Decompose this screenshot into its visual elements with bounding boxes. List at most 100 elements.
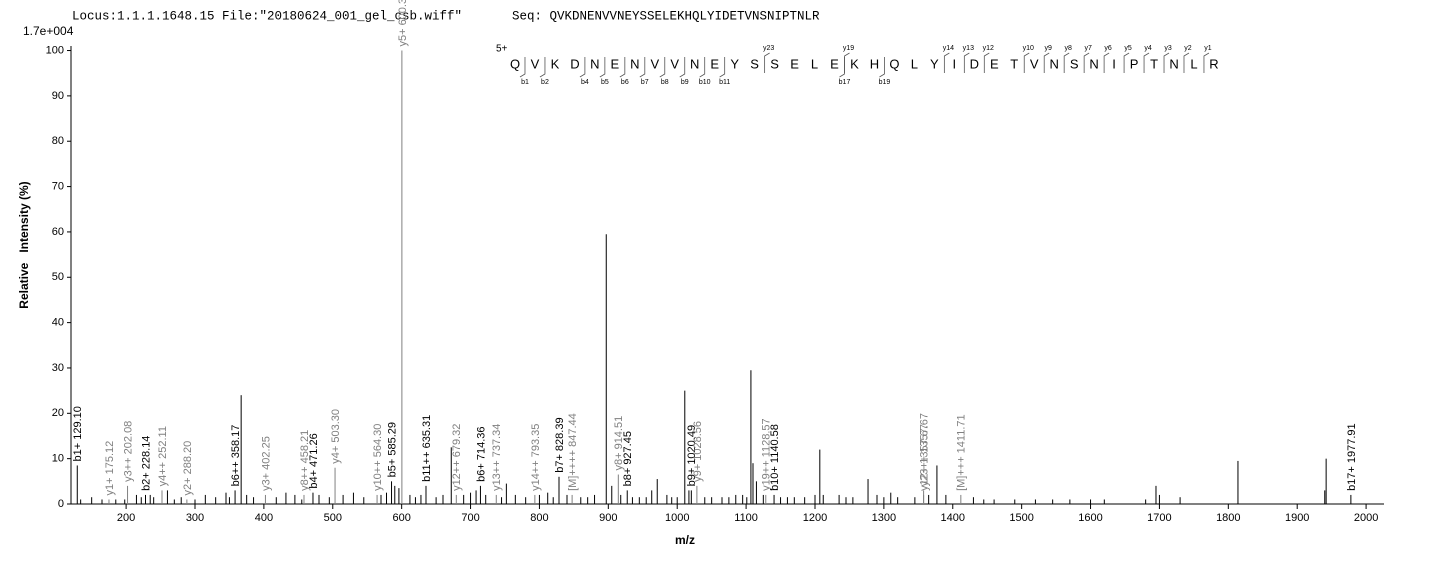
b-ion-marker <box>579 57 586 78</box>
y-tick-label: 80 <box>52 135 64 147</box>
peak-label: y1+ 175.12 <box>104 441 116 496</box>
y-ion-marker <box>764 52 770 73</box>
residue: K <box>850 56 859 71</box>
y-tick-label: 10 <box>52 453 64 465</box>
y-tick-label: 50 <box>52 271 64 283</box>
residue: N <box>690 56 699 71</box>
b-ion-label: b6 <box>621 79 629 86</box>
b-ion-label: b10 <box>699 79 711 86</box>
peak-label: y5+ 600.33 <box>397 0 409 47</box>
b-ion-label: b4 <box>581 79 589 86</box>
y-axis-label: Relative Intensity (%) <box>17 181 31 308</box>
peak-label: y13++ 737.34 <box>491 424 503 491</box>
peak-label: y2+ 288.20 <box>182 441 194 496</box>
x-tick-label: 1200 <box>803 512 827 524</box>
y-ion-marker <box>1043 52 1050 73</box>
x-tick-label: 1100 <box>734 512 758 524</box>
peak-label: y3++ 202.08 <box>122 421 134 482</box>
peak-label: b2+ 228.14 <box>140 436 152 491</box>
y-ion-label: y7 <box>1084 45 1092 52</box>
residue: S <box>1070 56 1079 71</box>
b-ion-marker <box>599 57 606 78</box>
peak-label: b8+ 927.45 <box>622 431 634 486</box>
peak-label: b5+ 585.29 <box>386 422 398 477</box>
x-tick-label: 200 <box>117 512 135 524</box>
y-tick-label: 0 <box>58 498 64 510</box>
residue: P <box>1130 56 1139 71</box>
residue: Y <box>930 56 939 71</box>
residue: E <box>611 56 620 71</box>
residue: N <box>590 56 599 71</box>
x-tick-label: 1900 <box>1285 512 1309 524</box>
residue: N <box>1089 56 1098 71</box>
residue: V <box>1030 56 1039 71</box>
b-ion-label: b17 <box>839 79 851 86</box>
y-tick-label: 40 <box>52 317 64 329</box>
peak-label: b17+ 1977.91 <box>1346 423 1358 491</box>
x-axis-label: m/z <box>675 533 695 547</box>
residue: E <box>790 56 799 71</box>
y-ion-marker <box>1083 52 1090 73</box>
peak-label: b9+ 1020.49 <box>686 425 698 486</box>
residue: K <box>551 56 560 71</box>
b-ion-label: b19 <box>879 79 891 86</box>
peak-label: b10+ 1140.58 <box>769 424 781 491</box>
peak-label: b7+ 828.39 <box>554 417 566 472</box>
y-ion-marker <box>983 52 990 73</box>
peak-label: y12++ 679.32 <box>451 424 463 491</box>
y-ion-marker <box>1143 52 1150 73</box>
peak-label: y9+ 1028.56 <box>692 421 704 482</box>
y-ion-label: y5 <box>1124 45 1132 52</box>
residue: D <box>970 56 979 71</box>
y-ion-label: y10 <box>1023 45 1034 52</box>
x-tick-label: 2000 <box>1354 512 1378 524</box>
x-tick-label: 600 <box>392 512 410 524</box>
b-ion-label: b5 <box>601 79 609 86</box>
y-ion-label: y23 <box>763 45 774 52</box>
peak-label: b6++ 358.17 <box>230 425 242 487</box>
peak-label: y8+ 914.51 <box>613 416 625 471</box>
x-tick-label: 1600 <box>1078 512 1102 524</box>
residue: Q <box>889 56 899 71</box>
residue: S <box>770 56 779 71</box>
b-ion-label: b9 <box>681 79 689 86</box>
y-ion-label: y19 <box>843 45 854 52</box>
peak-label: y12+ 1357.67 <box>919 424 931 491</box>
y-tick-label: 30 <box>52 362 64 374</box>
chart-title: Locus:1.1.1.1648.15 File:"20180624_001_g… <box>72 9 462 23</box>
b-ion-marker <box>879 57 885 78</box>
y-tick-label: 20 <box>52 407 64 419</box>
b-ion-marker <box>839 57 845 78</box>
b-ion-label: b11 <box>719 79 730 86</box>
b-ion-label: b7 <box>641 79 649 86</box>
residue: N <box>1049 56 1058 71</box>
peak-label: y3+ 402.25 <box>260 436 272 491</box>
residue: D <box>570 56 579 71</box>
b-ion-marker <box>539 57 546 78</box>
b-ion-label: b2 <box>541 79 549 86</box>
residue: V <box>670 56 679 71</box>
peak-label: y19++ 1128.57 <box>761 418 773 491</box>
residue: Q <box>510 56 520 71</box>
charge-label: 5+ <box>496 44 508 55</box>
y-ion-marker <box>1183 52 1190 73</box>
y-ion-label: y6 <box>1104 45 1112 52</box>
y-ion-label: y12 <box>983 45 994 52</box>
y-ion-label: y9 <box>1045 45 1053 52</box>
x-tick-label: 700 <box>461 512 479 524</box>
residue: R <box>1209 56 1218 71</box>
residue: T <box>1150 56 1158 71</box>
b-ion-marker <box>719 57 726 78</box>
y-ion-marker <box>963 52 970 73</box>
y-ion-label: y14 <box>943 45 954 52</box>
x-tick-label: 300 <box>186 512 204 524</box>
residue: Y <box>730 56 739 71</box>
scale-label: 1.7e+004 <box>23 24 74 38</box>
peak-label: b1+ 129.10 <box>72 406 84 461</box>
residue: E <box>990 56 999 71</box>
residue: V <box>650 56 659 71</box>
peak-label: y23++ 1357.67 <box>919 413 931 486</box>
y-tick-label: 90 <box>52 90 64 102</box>
y-tick-label: 60 <box>52 226 64 238</box>
